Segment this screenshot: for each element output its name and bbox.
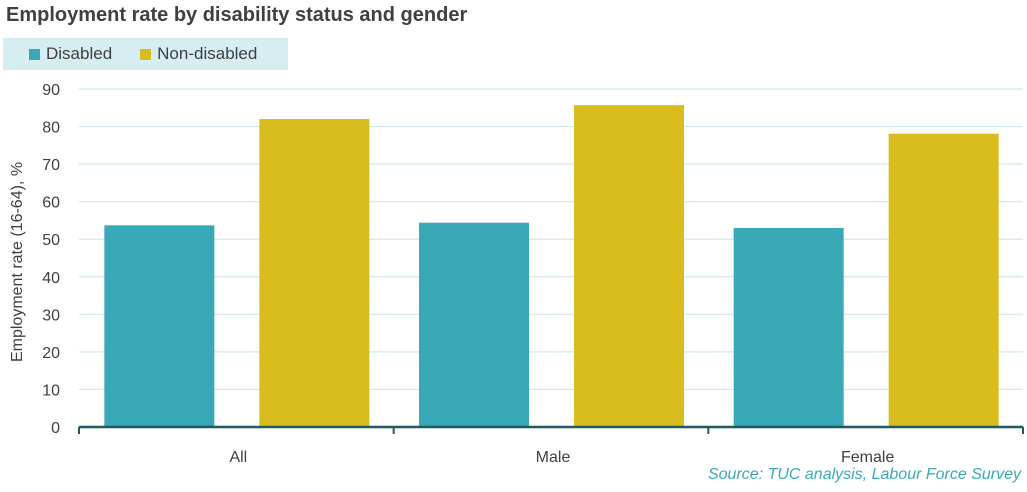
bar-disabled-all <box>104 225 215 427</box>
source-note: Source: TUC analysis, Labour Force Surve… <box>707 466 1021 483</box>
y-tick-label-10: 10 <box>42 382 60 399</box>
y-tick-label-0: 0 <box>51 420 60 437</box>
y-tick-label-40: 40 <box>42 270 60 287</box>
y-tick-label-30: 30 <box>42 307 60 324</box>
bar-disabled-female <box>733 227 844 427</box>
legend-swatch-non-disabled <box>140 48 152 60</box>
legend-item-non-disabled: Non-disabled <box>140 44 257 64</box>
y-tick-label-50: 50 <box>42 232 60 249</box>
y-tick-label-80: 80 <box>42 120 60 137</box>
bar-non-disabled-male <box>574 105 684 427</box>
gridlines <box>79 88 1023 391</box>
y-tick-label-90: 90 <box>42 82 60 99</box>
legend-item-disabled: Disabled <box>29 44 112 64</box>
y-tick-label-70: 70 <box>42 157 60 174</box>
x-tick-label-male: Male <box>536 449 571 466</box>
chart-title: Employment rate by disability status and… <box>6 4 468 26</box>
x-tick-label-all: All <box>229 449 247 466</box>
x-tick-label-female: Female <box>841 449 894 466</box>
legend-label-non-disabled: Non-disabled <box>157 44 258 63</box>
bars <box>104 105 999 428</box>
y-tick-label-20: 20 <box>42 345 60 362</box>
y-axis-title: Employment rate (16-64), % <box>9 162 26 362</box>
axes: 0 10 20 30 40 50 60 70 80 90 All Male Female <box>42 82 1024 466</box>
bar-non-disabled-female <box>888 133 999 428</box>
chart-legend: Disabled Non-disabled <box>3 38 288 70</box>
legend-label-disabled: Disabled <box>46 44 113 63</box>
y-tick-label-60: 60 <box>42 195 60 212</box>
legend-swatch-disabled <box>29 48 40 60</box>
bar-non-disabled-all <box>259 119 370 428</box>
bar-disabled-male <box>419 222 529 427</box>
